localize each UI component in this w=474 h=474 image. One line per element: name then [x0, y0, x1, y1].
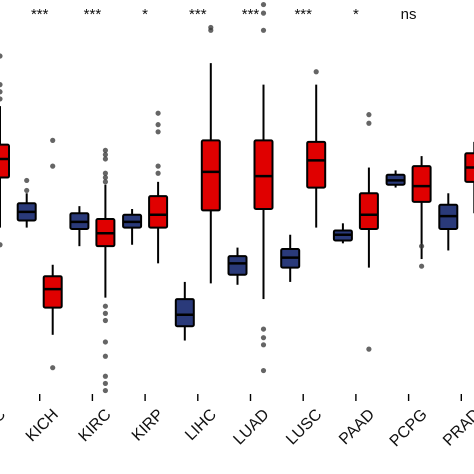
- outlier-point: [0, 89, 3, 95]
- box: [0, 143, 10, 179]
- outlier-point: [366, 120, 372, 126]
- outlier-point: [102, 179, 108, 185]
- significance-label: *: [142, 6, 148, 23]
- significance-label: ***: [294, 6, 312, 23]
- outlier-point: [102, 152, 108, 158]
- box: [227, 255, 248, 276]
- outlier-point: [50, 365, 56, 371]
- outlier-point: [102, 174, 108, 181]
- outlier-point: [102, 147, 108, 153]
- outlier-point: [260, 342, 267, 348]
- outlier-point: [366, 346, 372, 352]
- outlier-point: [155, 110, 161, 116]
- outlier-point: [260, 367, 267, 374]
- outlier-point: [0, 242, 3, 248]
- outlier-point: [260, 10, 267, 16]
- outlier-point: [50, 163, 56, 169]
- outlier-point: [155, 129, 161, 135]
- outlier-point: [102, 170, 108, 176]
- box-normal: [438, 193, 459, 251]
- x-tick-label: PRAD: [440, 406, 474, 449]
- box-normal: [227, 247, 248, 285]
- x-tick-label: PCPG: [387, 406, 431, 450]
- box-normal: [16, 177, 37, 228]
- box: [148, 195, 169, 229]
- box: [358, 192, 379, 231]
- significance-label: ns: [401, 6, 417, 23]
- significance-label: ***: [189, 6, 207, 23]
- outlier-point: [24, 177, 30, 184]
- x-tick-label: LUSC: [283, 406, 325, 448]
- significance-label: ***: [242, 6, 260, 23]
- outlier-point: [419, 243, 425, 249]
- box-tumor: [148, 110, 169, 264]
- significance-label: *: [353, 6, 359, 23]
- outlier-point: [102, 373, 108, 379]
- outlier-point: [208, 24, 214, 31]
- box-normal: [280, 234, 301, 282]
- box-tumor: [0, 53, 10, 248]
- x-tick-label: C: [0, 406, 9, 426]
- box-normal: [174, 281, 195, 341]
- outlier-point: [0, 96, 3, 102]
- x-tick-label: LIHC: [182, 406, 220, 444]
- outlier-point: [102, 353, 108, 359]
- outlier-point: [102, 317, 108, 324]
- box: [174, 298, 195, 328]
- box-tumor: [95, 147, 116, 394]
- box-tumor: [464, 141, 474, 214]
- outlier-point: [0, 53, 3, 59]
- box-tumor: [306, 69, 327, 228]
- box-normal: [332, 223, 353, 244]
- box-tumor: [253, 1, 274, 374]
- outlier-point: [366, 112, 372, 118]
- outlier-point: [155, 170, 161, 176]
- outlier-point: [102, 310, 108, 316]
- box: [200, 139, 221, 212]
- outlier-point: [155, 122, 161, 128]
- box-normal: [385, 170, 406, 188]
- outlier-point: [102, 303, 108, 309]
- outlier-point: [260, 335, 267, 341]
- outlier-point: [155, 163, 161, 169]
- outlier-point: [313, 69, 319, 75]
- x-axis: C KICH KIRC KIRP LIHC LUAD LUSC PAAD PCPG PRAD: [0, 394, 474, 450]
- box: [42, 275, 63, 309]
- box-tumor: [358, 112, 379, 352]
- outlier-point: [102, 380, 108, 387]
- box: [253, 139, 274, 211]
- box-normal: [69, 206, 90, 247]
- significance-label: ***: [31, 6, 49, 23]
- box-tumor: [42, 137, 63, 371]
- box-normal: [122, 209, 143, 245]
- significance-label: ***: [84, 6, 102, 23]
- box: [411, 165, 432, 203]
- x-tick-label: KIRC: [76, 406, 115, 445]
- outlier-point: [260, 1, 267, 8]
- box-tumor: [411, 156, 432, 269]
- box: [306, 140, 327, 189]
- x-tick-label: PAAD: [336, 406, 378, 448]
- box-tumor: [200, 24, 221, 284]
- outlier-point: [0, 82, 3, 88]
- outlier-point: [260, 27, 267, 33]
- x-tick-label: KICH: [23, 406, 62, 445]
- outlier-point: [24, 187, 30, 194]
- outlier-point: [419, 263, 425, 269]
- outlier-point: [102, 156, 108, 162]
- x-tick-label: LUAD: [230, 406, 272, 448]
- outlier-point: [260, 326, 267, 332]
- outlier-point: [102, 339, 108, 345]
- outlier-point: [50, 137, 56, 143]
- significance-labels: *******************ns: [31, 6, 417, 23]
- boxes-layer: [0, 1, 474, 394]
- x-tick-label: KIRP: [129, 406, 167, 444]
- outlier-point: [102, 387, 108, 394]
